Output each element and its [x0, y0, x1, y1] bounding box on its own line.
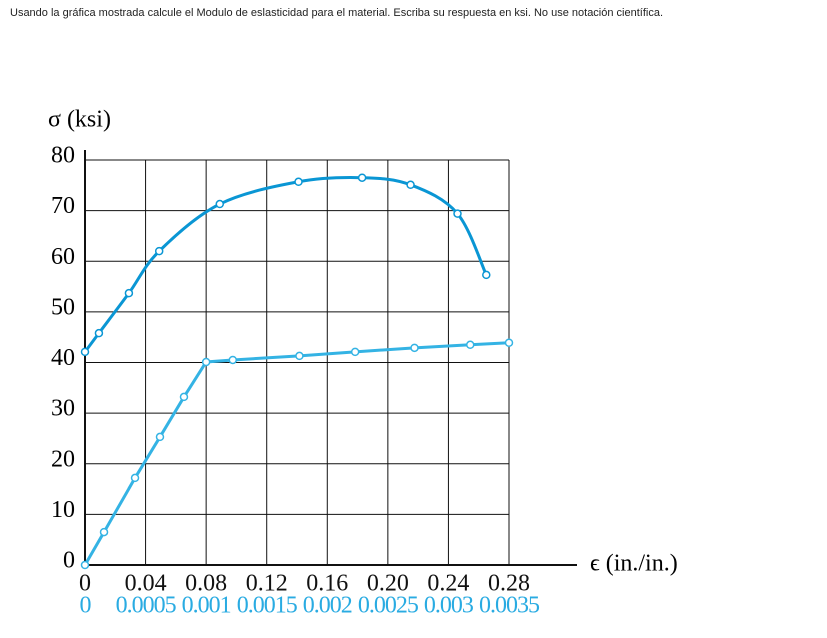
data-point	[350, 347, 360, 357]
data-point	[228, 355, 238, 365]
curve	[83, 176, 488, 353]
curve	[83, 341, 510, 566]
data-point	[294, 177, 303, 187]
x-tick-label: 0.28	[488, 571, 530, 597]
x-tick-label: 0.20	[367, 571, 409, 597]
x2-tick-label: 0.003	[424, 593, 474, 619]
y-tick-label: 20	[51, 446, 75, 472]
x2-tick-label: 0.0025	[358, 593, 419, 619]
data-point	[357, 173, 367, 182]
x2-tick-label: 0.001	[182, 593, 231, 619]
x-tick-label: 0.24	[427, 571, 469, 597]
data-point	[80, 347, 90, 357]
y-tick-label: 30	[51, 396, 75, 422]
x-tick-label: 0.08	[185, 571, 227, 597]
data-point	[155, 432, 165, 442]
y-tick-label: 50	[51, 294, 75, 320]
data-point	[80, 560, 90, 570]
data-point	[453, 209, 462, 218]
y-tick-label: 80	[51, 143, 75, 169]
y-tick-label: 0	[63, 548, 75, 574]
y-tick-label: 10	[51, 497, 75, 523]
x2-tick-label: 0.0005	[116, 593, 177, 619]
y-axis-label: σ (ksi)	[48, 107, 111, 133]
data-point	[179, 392, 189, 402]
data-point	[154, 246, 164, 256]
y-tick-label: 40	[51, 345, 75, 371]
x2-tick-label: 0.0015	[237, 593, 298, 619]
data-point	[124, 288, 134, 298]
y-tick-label: 60	[51, 244, 75, 270]
data-point	[99, 527, 109, 537]
x-tick-label: 0.16	[306, 571, 348, 597]
x2-tick-label: 0	[80, 593, 92, 619]
y-tick-label: 70	[51, 193, 75, 219]
data-point	[465, 340, 475, 350]
data-point	[130, 473, 140, 483]
data-point	[504, 338, 514, 348]
data-point	[94, 328, 104, 338]
data-point	[201, 357, 211, 367]
question: Usando la gráfica mostrada calcule el Mo…	[10, 7, 664, 19]
x2-tick-label: 0.0035	[479, 593, 540, 619]
x-tick-label: 0.12	[246, 571, 288, 597]
data-point	[215, 199, 225, 209]
x-tick-label: 0.04	[125, 571, 167, 597]
x-axis-label: ϵ (in./in.)	[590, 551, 678, 577]
data-point	[410, 343, 419, 353]
data-point	[406, 180, 415, 190]
x-tick-label: 0	[79, 571, 91, 597]
x2-tick-label: 0.002	[303, 593, 352, 619]
data-point	[482, 270, 491, 280]
data-point	[295, 351, 304, 361]
